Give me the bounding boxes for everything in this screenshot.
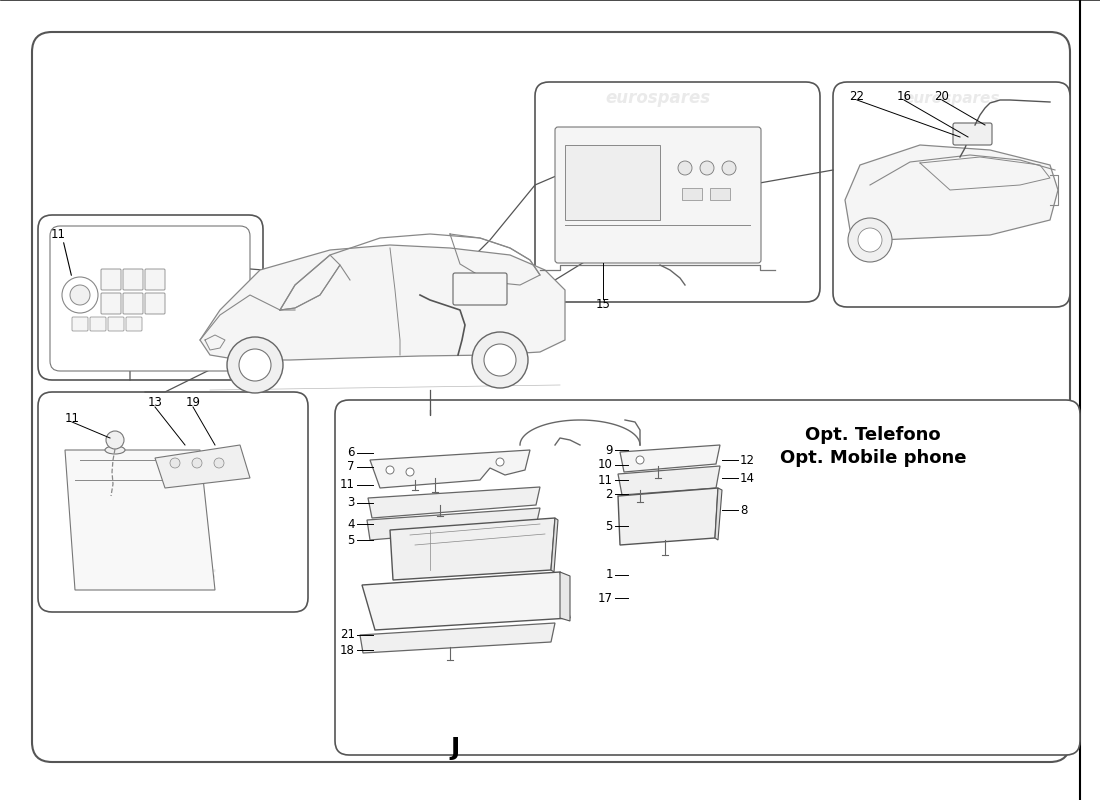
Polygon shape (200, 245, 565, 360)
Polygon shape (845, 145, 1058, 240)
Circle shape (496, 458, 504, 466)
Circle shape (700, 161, 714, 175)
Text: 10: 10 (598, 458, 613, 471)
Text: 20: 20 (935, 90, 949, 102)
Polygon shape (618, 466, 720, 495)
FancyBboxPatch shape (833, 82, 1070, 307)
Text: eurospares: eurospares (94, 566, 217, 585)
Text: 22: 22 (849, 90, 865, 102)
FancyBboxPatch shape (101, 269, 121, 290)
Text: 11: 11 (65, 411, 79, 425)
Bar (682, 188, 702, 200)
Circle shape (239, 349, 271, 381)
FancyBboxPatch shape (72, 317, 88, 331)
Circle shape (62, 277, 98, 313)
FancyBboxPatch shape (145, 293, 165, 314)
FancyBboxPatch shape (556, 127, 761, 263)
Polygon shape (620, 445, 721, 472)
FancyBboxPatch shape (50, 226, 250, 371)
Circle shape (848, 218, 892, 262)
Text: eurospares: eurospares (739, 198, 1021, 242)
Text: J: J (450, 736, 460, 760)
Circle shape (678, 161, 692, 175)
Text: 6: 6 (348, 446, 355, 459)
Text: eurospares: eurospares (474, 553, 825, 607)
Text: 16: 16 (896, 90, 912, 102)
Circle shape (386, 466, 394, 474)
Circle shape (406, 468, 414, 476)
FancyBboxPatch shape (126, 317, 142, 331)
Text: 9: 9 (605, 443, 613, 457)
Text: 18: 18 (340, 643, 355, 657)
Text: 7: 7 (348, 461, 355, 474)
Text: 11: 11 (598, 474, 613, 486)
Bar (710, 188, 730, 200)
Text: eurospares: eurospares (502, 556, 818, 604)
Polygon shape (65, 450, 214, 590)
Text: 3: 3 (348, 497, 355, 510)
Bar (565, 145, 660, 220)
Polygon shape (715, 488, 722, 540)
FancyBboxPatch shape (953, 123, 992, 145)
FancyBboxPatch shape (32, 32, 1070, 762)
Text: 19: 19 (186, 397, 200, 410)
Text: eurospares: eurospares (224, 193, 575, 247)
Text: 13: 13 (147, 397, 163, 410)
Ellipse shape (104, 446, 125, 454)
Polygon shape (155, 445, 250, 488)
FancyBboxPatch shape (108, 317, 124, 331)
Polygon shape (367, 508, 540, 540)
Circle shape (106, 431, 124, 449)
Polygon shape (551, 518, 558, 572)
FancyBboxPatch shape (123, 269, 143, 290)
FancyBboxPatch shape (453, 273, 507, 305)
FancyBboxPatch shape (336, 400, 1080, 755)
Circle shape (170, 458, 180, 468)
Polygon shape (368, 487, 540, 518)
Polygon shape (390, 518, 556, 580)
Circle shape (636, 456, 644, 464)
Polygon shape (360, 623, 556, 653)
Text: 17: 17 (598, 591, 613, 605)
Circle shape (214, 458, 224, 468)
Text: Opt. Telefono: Opt. Telefono (805, 426, 940, 444)
Text: 11: 11 (340, 478, 355, 491)
Text: 5: 5 (348, 534, 355, 546)
Circle shape (472, 332, 528, 388)
Text: 4: 4 (348, 518, 355, 530)
Polygon shape (362, 572, 570, 630)
FancyBboxPatch shape (123, 293, 143, 314)
Text: eurospares: eurospares (605, 89, 711, 107)
FancyBboxPatch shape (39, 215, 263, 380)
Text: 1: 1 (605, 569, 613, 582)
FancyBboxPatch shape (535, 82, 820, 302)
Polygon shape (560, 572, 570, 621)
Circle shape (722, 161, 736, 175)
Circle shape (227, 337, 283, 393)
Text: eurospares: eurospares (904, 90, 1000, 106)
Text: 8: 8 (740, 503, 747, 517)
Text: 5: 5 (606, 519, 613, 533)
Circle shape (484, 344, 516, 376)
Circle shape (192, 458, 202, 468)
Text: 2: 2 (605, 487, 613, 501)
FancyBboxPatch shape (90, 317, 106, 331)
FancyBboxPatch shape (39, 392, 308, 612)
Text: Opt. Mobile phone: Opt. Mobile phone (780, 449, 966, 467)
Text: eurospares: eurospares (249, 149, 582, 201)
Text: 12: 12 (740, 454, 755, 466)
Circle shape (858, 228, 882, 252)
FancyBboxPatch shape (101, 293, 121, 314)
Text: 21: 21 (340, 629, 355, 642)
Circle shape (70, 285, 90, 305)
Polygon shape (618, 488, 718, 545)
Text: 14: 14 (740, 471, 755, 485)
Text: 15: 15 (595, 298, 610, 311)
Polygon shape (370, 450, 530, 488)
Text: 11: 11 (51, 229, 66, 242)
FancyBboxPatch shape (145, 269, 165, 290)
